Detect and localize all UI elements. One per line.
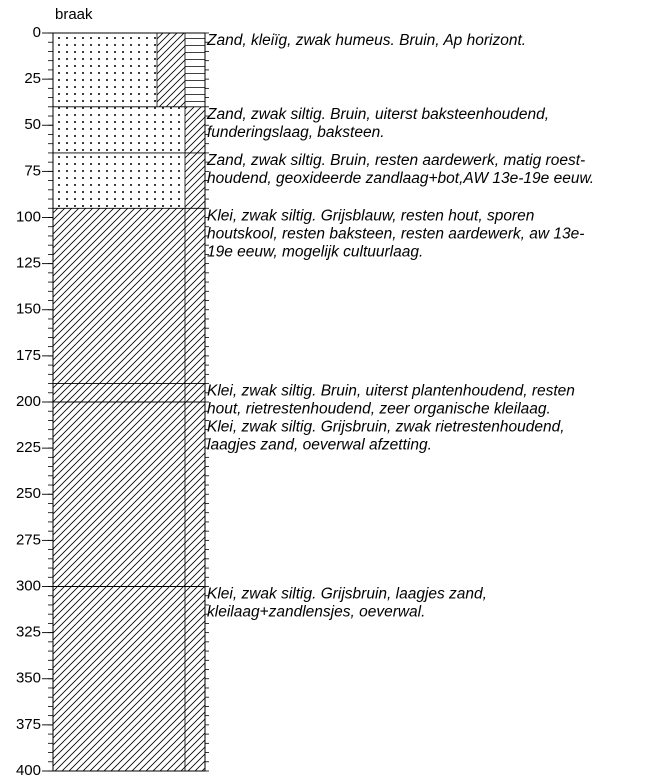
layer-fill [185, 402, 205, 587]
layer [53, 152, 205, 209]
layer-fill [53, 383, 185, 402]
layer-description: funderingslaag, baksteen. [207, 124, 385, 141]
depth-axis: 0 25 50 75 100 125 150 175 200 225 250 275 300 325 350… [16, 24, 209, 779]
layer [53, 586, 205, 771]
layer-description: 19e eeuw, mogelijk cultuurlaag. [207, 243, 423, 260]
layer-description: hout, rietrestenhoudend, zeer organische… [207, 401, 551, 418]
layer-fill [53, 33, 157, 107]
layers [52, 32, 206, 772]
layer-fill [53, 586, 185, 771]
layer-description: Zand, zwak siltig. Bruin, resten aardewe… [206, 152, 585, 169]
depth-label: 250 [16, 485, 41, 502]
depth-label: 400 [16, 762, 41, 779]
layer-fill [53, 106, 185, 153]
layer-fill [185, 586, 205, 771]
depth-label: 50 [24, 116, 41, 133]
layer-description: Klei, zwak siltig. Grijsbruin, zwak riet… [207, 419, 565, 436]
layer-description: Zand, zwak siltig. Bruin, uiterst bakste… [206, 106, 549, 123]
layer [53, 401, 205, 587]
depth-label: 25 [24, 70, 41, 87]
depth-label: 175 [16, 347, 41, 364]
depth-label: 275 [16, 531, 41, 548]
descriptions: Zand, kleiïg, zwak humeus. Bruin, Ap hor… [206, 32, 594, 621]
layer-fill [185, 106, 205, 153]
layer-fill [53, 402, 185, 587]
layer-fill [185, 383, 205, 402]
layer-fill [53, 208, 185, 384]
layer-fill [185, 208, 205, 384]
depth-label: 300 [16, 577, 41, 594]
layer-description: houdend, geoxideerde zandlaag+bot,AW 13e… [207, 170, 594, 187]
layer-description: Klei, zwak siltig. Bruin, uiterst plante… [207, 383, 575, 400]
depth-label: 75 [24, 162, 41, 179]
layer-description: Zand, kleiïg, zwak humeus. Bruin, Ap hor… [206, 32, 526, 49]
layer-fill [53, 152, 185, 209]
depth-label: 200 [16, 393, 41, 410]
layer-description: laagjes zand, oeverwal afzetting. [207, 437, 432, 454]
layer-description: Klei, zwak siltig. Grijsbruin, laagjes z… [207, 586, 487, 603]
log-title: braak [55, 6, 93, 23]
depth-label: 150 [16, 301, 41, 318]
depth-label: 325 [16, 624, 41, 641]
layer-description: houtskool, resten baksteen, resten aarde… [207, 225, 584, 242]
layer [53, 383, 205, 402]
depth-label: 375 [16, 716, 41, 733]
depth-label: 125 [16, 255, 41, 272]
layer-description: kleilaag+zandlensjes, oeverwal. [207, 604, 425, 621]
layer-fill [185, 33, 205, 107]
depth-label: 225 [16, 439, 41, 456]
depth-label: 0 [33, 24, 41, 41]
layer [53, 106, 205, 153]
depth-label: 100 [16, 208, 41, 225]
depth-label: 350 [16, 670, 41, 687]
layer-fill [185, 152, 205, 209]
layer-fill [157, 33, 185, 107]
layer [53, 207, 205, 384]
layer-description: Klei, zwak siltig. Grijsblauw, resten ho… [207, 207, 534, 224]
layer [53, 32, 205, 107]
